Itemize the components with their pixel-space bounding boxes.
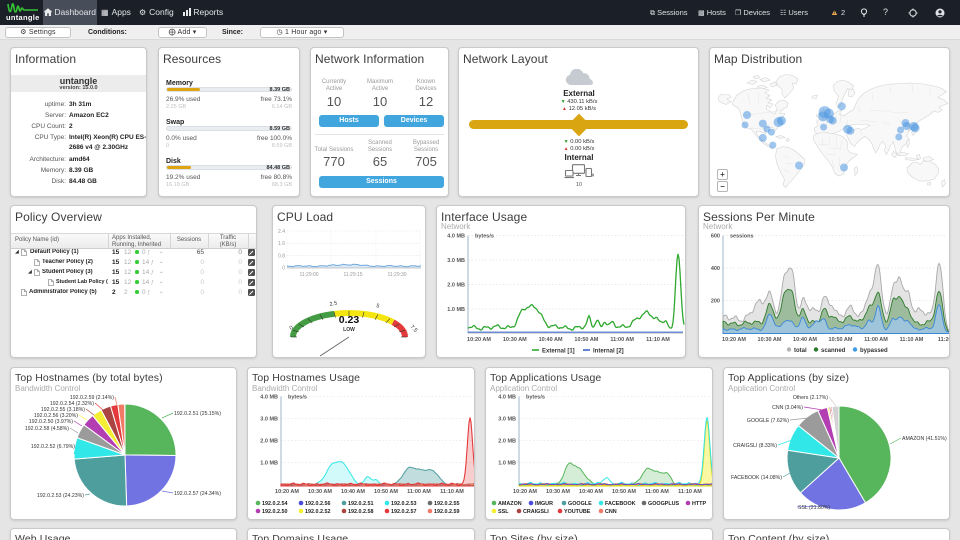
- svg-text:192.0.2.58: 192.0.2.58: [348, 509, 373, 515]
- svg-text:4.0 MB: 4.0 MB: [498, 395, 516, 401]
- svg-text:bytes/s: bytes/s: [288, 395, 307, 401]
- svg-text:1.0 MB: 1.0 MB: [260, 461, 278, 467]
- svg-text:192.0.2.56: 192.0.2.56: [305, 501, 330, 507]
- svg-text:5: 5: [376, 303, 380, 310]
- svg-text:LOW: LOW: [343, 327, 355, 333]
- svg-text:sessions: sessions: [730, 234, 754, 240]
- svg-text:CNN (3.04%): CNN (3.04%): [772, 405, 803, 411]
- svg-text:CRAIGSLI: CRAIGSLI: [523, 509, 549, 515]
- svg-text:YOUTUBE: YOUTUBE: [564, 509, 591, 515]
- svg-text:11:10 AM: 11:10 AM: [440, 489, 464, 495]
- svg-text:10:40 AM: 10:40 AM: [341, 489, 365, 495]
- svg-text:192.0.2.50 (3.97%): 192.0.2.50 (3.97%): [29, 419, 73, 425]
- svg-text:192.0.2.54: 192.0.2.54: [262, 501, 287, 507]
- svg-text:192.0.2.57: 192.0.2.57: [391, 509, 416, 515]
- svg-text:AMAZON: AMAZON: [498, 501, 522, 507]
- svg-text:4.0 MB: 4.0 MB: [260, 395, 278, 401]
- svg-text:CNN: CNN: [605, 509, 617, 515]
- svg-text:192.0.2.57 (24.34%): 192.0.2.57 (24.34%): [174, 491, 221, 497]
- svg-text:3.0 MB: 3.0 MB: [498, 417, 516, 423]
- svg-text:10:40 AM: 10:40 AM: [793, 337, 817, 343]
- svg-text:FACEBOOK (14.08%): FACEBOOK (14.08%): [731, 475, 782, 481]
- svg-text:11:29:30: 11:29:30: [387, 272, 406, 278]
- svg-text:10:50 AM: 10:50 AM: [374, 489, 398, 495]
- svg-text:10:20 AM: 10:20 AM: [275, 489, 299, 495]
- svg-text:Others (2.17%): Others (2.17%): [793, 395, 828, 401]
- svg-text:192.0.2.53 (24.23%): 192.0.2.53 (24.23%): [37, 493, 84, 499]
- svg-text:11:00 AM: 11:00 AM: [645, 489, 669, 495]
- svg-text:GOOGPLUS: GOOGPLUS: [648, 501, 680, 507]
- svg-text:11:00 AM: 11:00 AM: [407, 489, 431, 495]
- svg-text:10:30 AM: 10:30 AM: [503, 337, 527, 343]
- svg-text:3.0 MB: 3.0 MB: [447, 258, 465, 264]
- svg-text:2.4: 2.4: [278, 229, 285, 235]
- svg-text:2.0 MB: 2.0 MB: [447, 283, 465, 289]
- svg-text:11:00 AM: 11:00 AM: [610, 337, 634, 343]
- svg-text:192.0.2.59: 192.0.2.59: [434, 509, 459, 515]
- svg-text:10:50 AM: 10:50 AM: [829, 337, 853, 343]
- svg-text:10:30 AM: 10:30 AM: [758, 337, 782, 343]
- svg-text:11:10 AM: 11:10 AM: [900, 337, 924, 343]
- svg-text:GOOGLE (7.62%): GOOGLE (7.62%): [747, 418, 789, 424]
- svg-text:10:30 AM: 10:30 AM: [308, 489, 332, 495]
- svg-text:1.0 MB: 1.0 MB: [447, 307, 465, 313]
- svg-text:192.0.2.51 (25.15%): 192.0.2.51 (25.15%): [174, 411, 221, 417]
- svg-text:GOOGLE: GOOGLE: [568, 501, 592, 507]
- svg-text:192.0.2.58 (4.58%): 192.0.2.58 (4.58%): [25, 426, 69, 432]
- svg-text:11:10 AM: 11:10 AM: [646, 337, 670, 343]
- svg-text:0: 0: [282, 266, 285, 272]
- svg-text:192.0.2.52: 192.0.2.52: [305, 509, 330, 515]
- svg-text:SSL (21.80%): SSL (21.80%): [798, 505, 830, 511]
- svg-text:10:30 AM: 10:30 AM: [546, 489, 570, 495]
- svg-text:192.0.2.51: 192.0.2.51: [348, 501, 373, 507]
- svg-text:192.0.2.55: 192.0.2.55: [434, 501, 459, 507]
- svg-text:192.0.2.59 (2.14%): 192.0.2.59 (2.14%): [70, 395, 114, 401]
- svg-text:0: 0: [289, 325, 295, 332]
- svg-text:11:00 AM: 11:00 AM: [864, 337, 888, 343]
- svg-text:10:50 AM: 10:50 AM: [574, 337, 598, 343]
- svg-text:192.0.2.56 (3.20%): 192.0.2.56 (3.20%): [34, 413, 78, 419]
- svg-text:10:20 AM: 10:20 AM: [513, 489, 537, 495]
- svg-text:bytes/s: bytes/s: [526, 395, 545, 401]
- svg-text:4.0 MB: 4.0 MB: [447, 234, 465, 240]
- svg-text:192.0.2.52 (6.79%): 192.0.2.52 (6.79%): [31, 444, 75, 450]
- svg-text:total: total: [794, 348, 807, 354]
- svg-text:600: 600: [711, 234, 720, 240]
- svg-text:192.0.2.54 (2.32%): 192.0.2.54 (2.32%): [50, 401, 94, 407]
- svg-text:External [1]: External [1]: [542, 349, 575, 355]
- svg-text:192.0.2.55 (3.18%): 192.0.2.55 (3.18%): [41, 407, 85, 413]
- svg-text:200: 200: [711, 299, 720, 305]
- svg-text:10:40 AM: 10:40 AM: [579, 489, 603, 495]
- svg-text:11:29:00: 11:29:00: [299, 272, 318, 278]
- svg-text:7.5: 7.5: [409, 324, 419, 334]
- svg-text:192.0.2.50: 192.0.2.50: [262, 509, 287, 515]
- svg-text:2.0 MB: 2.0 MB: [498, 439, 516, 445]
- svg-text:1.6: 1.6: [278, 241, 285, 247]
- svg-text:11:10 AM: 11:10 AM: [678, 489, 702, 495]
- svg-text:scanned: scanned: [821, 348, 846, 354]
- svg-text:3.0 MB: 3.0 MB: [260, 417, 278, 423]
- svg-text:1.0 MB: 1.0 MB: [498, 461, 516, 467]
- svg-text:0.23: 0.23: [339, 314, 360, 326]
- svg-text:192.0.2.53: 192.0.2.53: [391, 501, 416, 507]
- svg-text:11:29:15: 11:29:15: [343, 272, 362, 278]
- svg-text:AMAZON (41.51%): AMAZON (41.51%): [902, 436, 947, 442]
- svg-text:2.5: 2.5: [329, 300, 338, 307]
- svg-text:400: 400: [711, 266, 720, 272]
- svg-text:0.8: 0.8: [278, 253, 285, 259]
- svg-text:IMGUR: IMGUR: [535, 501, 553, 507]
- svg-text:10:20 AM: 10:20 AM: [467, 337, 491, 343]
- svg-text:11:20...: 11:20...: [938, 337, 949, 343]
- svg-text:bytes/s: bytes/s: [475, 234, 494, 240]
- svg-text:CRAIGSLI (8.33%): CRAIGSLI (8.33%): [733, 443, 777, 449]
- svg-text:FACEBOOK: FACEBOOK: [605, 501, 636, 507]
- svg-text:Internal [2]: Internal [2]: [593, 349, 624, 355]
- svg-text:SSL: SSL: [498, 509, 509, 515]
- svg-text:10:40 AM: 10:40 AM: [539, 337, 563, 343]
- svg-text:2.0 MB: 2.0 MB: [260, 439, 278, 445]
- svg-text:10:20 AM: 10:20 AM: [722, 337, 746, 343]
- svg-text:10:50 AM: 10:50 AM: [612, 489, 636, 495]
- svg-text:HTTP: HTTP: [692, 501, 706, 507]
- svg-text:bypassed: bypassed: [860, 348, 888, 354]
